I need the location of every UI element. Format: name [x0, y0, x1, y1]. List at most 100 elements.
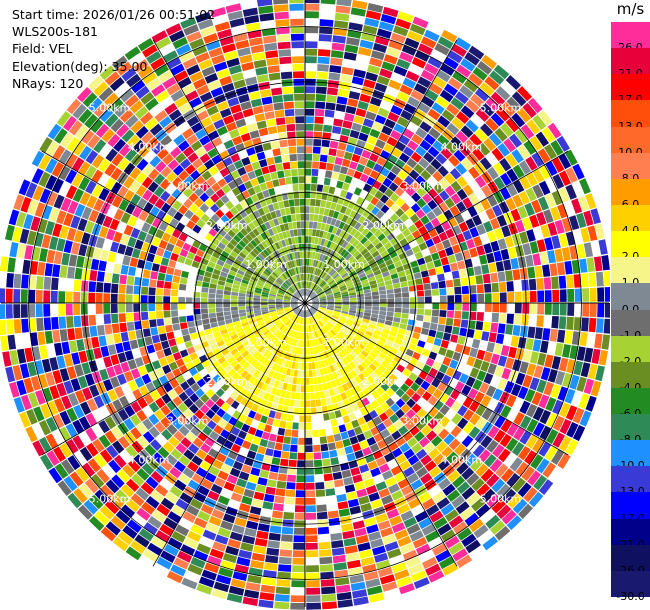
range-gate-cell	[328, 411, 336, 420]
range-gate-cell	[576, 346, 586, 361]
range-gate-cell	[449, 205, 460, 217]
range-gate-cell	[342, 303, 350, 306]
range-gate-cell	[355, 356, 363, 364]
range-gate-cell	[423, 283, 431, 290]
range-gate-cell	[390, 105, 403, 116]
range-gate-cell	[473, 236, 483, 247]
range-gate-cell	[451, 43, 467, 57]
range-gate-cell	[283, 200, 290, 208]
range-gate-cell	[338, 508, 351, 517]
range-gate-cell	[318, 428, 326, 437]
range-gate-cell	[336, 447, 346, 457]
range-gate-cell	[265, 50, 279, 59]
range-gate-cell	[417, 296, 425, 303]
range-gate-cell	[474, 175, 487, 188]
range-gate-cell	[479, 82, 495, 96]
range-gate-cell	[363, 289, 371, 294]
range-gate-cell	[334, 304, 342, 307]
range-gate-cell	[383, 241, 393, 250]
range-gate-cell	[453, 318, 461, 327]
range-gate-cell	[342, 198, 350, 207]
range-gate-cell	[377, 233, 386, 242]
range-gate-cell	[68, 340, 78, 353]
range-gate-cell	[275, 19, 290, 27]
range-gate-cell	[330, 283, 337, 288]
range-gate-cell	[335, 353, 342, 361]
range-gate-cell	[368, 234, 377, 243]
range-gate-cell	[265, 448, 274, 457]
range-gate-cell	[305, 138, 313, 146]
range-gate-cell	[317, 237, 322, 245]
range-gate-cell	[459, 241, 469, 252]
range-gate-cell	[280, 413, 288, 421]
range-gate-cell	[348, 22, 363, 32]
range-gate-cell	[557, 203, 568, 219]
range-gate-cell	[361, 149, 372, 159]
range-gate-cell	[298, 437, 305, 445]
range-gate-cell	[346, 282, 354, 287]
range-gate-cell	[472, 147, 485, 161]
range-gate-cell	[597, 287, 605, 302]
range-gate-cell	[297, 452, 305, 460]
range-gate-cell	[454, 91, 469, 105]
range-gate-cell	[291, 384, 297, 392]
range-gate-cell	[277, 473, 287, 482]
range-gate-cell	[310, 282, 314, 290]
range-gate-cell	[476, 60, 493, 75]
range-gate-cell	[314, 268, 318, 275]
range-gate-cell	[296, 146, 305, 154]
range-gate-cell	[424, 29, 440, 42]
range-gate-cell	[536, 315, 544, 327]
range-gate-cell	[486, 439, 499, 453]
range-gate-cell	[231, 291, 239, 296]
range-gate-cell	[146, 344, 156, 354]
range-gate-cell	[283, 398, 290, 406]
scan-info: Start time: 2026/01/26 00:51:02 WLS200s-…	[12, 6, 215, 92]
range-gate-cell	[361, 369, 370, 378]
range-gate-cell	[583, 210, 594, 227]
range-gate-cell	[379, 306, 387, 312]
range-gate-cell	[441, 220, 451, 231]
range-gate-cell	[466, 492, 481, 506]
range-gate-cell	[342, 374, 350, 383]
range-gate-cell	[336, 493, 347, 503]
range-gate-cell	[369, 96, 382, 107]
range-gate-cell	[363, 239, 372, 248]
range-gate-cell	[445, 279, 454, 288]
range-gate-cell	[309, 377, 314, 385]
range-gate-cell	[305, 131, 314, 139]
range-gate-cell	[365, 269, 373, 276]
range-gate-cell	[475, 275, 484, 285]
range-gate-cell	[305, 71, 317, 79]
range-gate-cell	[380, 13, 397, 25]
range-gate-cell	[351, 324, 360, 330]
range-gate-cell	[332, 211, 340, 219]
range-gate-cell	[545, 160, 558, 176]
range-gate-cell	[383, 418, 393, 428]
range-gate-cell	[385, 387, 395, 397]
range-gate-cell	[387, 335, 396, 342]
range-gate-cell	[358, 215, 366, 224]
range-gate-cell	[305, 460, 314, 468]
range-gate-cell	[297, 161, 305, 169]
range-gate-cell	[447, 50, 463, 64]
range-gate-cell	[475, 108, 490, 122]
range-gate-cell	[342, 438, 352, 447]
range-gate-cell	[288, 459, 297, 467]
range-gate-cell	[465, 119, 479, 133]
range-gate-cell	[583, 242, 593, 258]
range-gate-cell	[320, 443, 329, 452]
range-gate-cell	[544, 445, 558, 461]
range-gate-cell	[394, 303, 402, 308]
range-gate-cell	[305, 183, 311, 191]
range-gate-cell	[571, 331, 581, 346]
range-gate-cell	[380, 237, 390, 246]
range-gate-cell	[393, 355, 402, 364]
range-gate-cell	[370, 371, 379, 381]
range-gate-cell	[360, 236, 368, 245]
range-gate-cell	[178, 283, 187, 291]
range-gate-cell	[270, 171, 278, 180]
range-gate-cell	[352, 203, 361, 212]
range-gate-cell	[202, 281, 210, 288]
range-gate-cell	[550, 384, 562, 399]
